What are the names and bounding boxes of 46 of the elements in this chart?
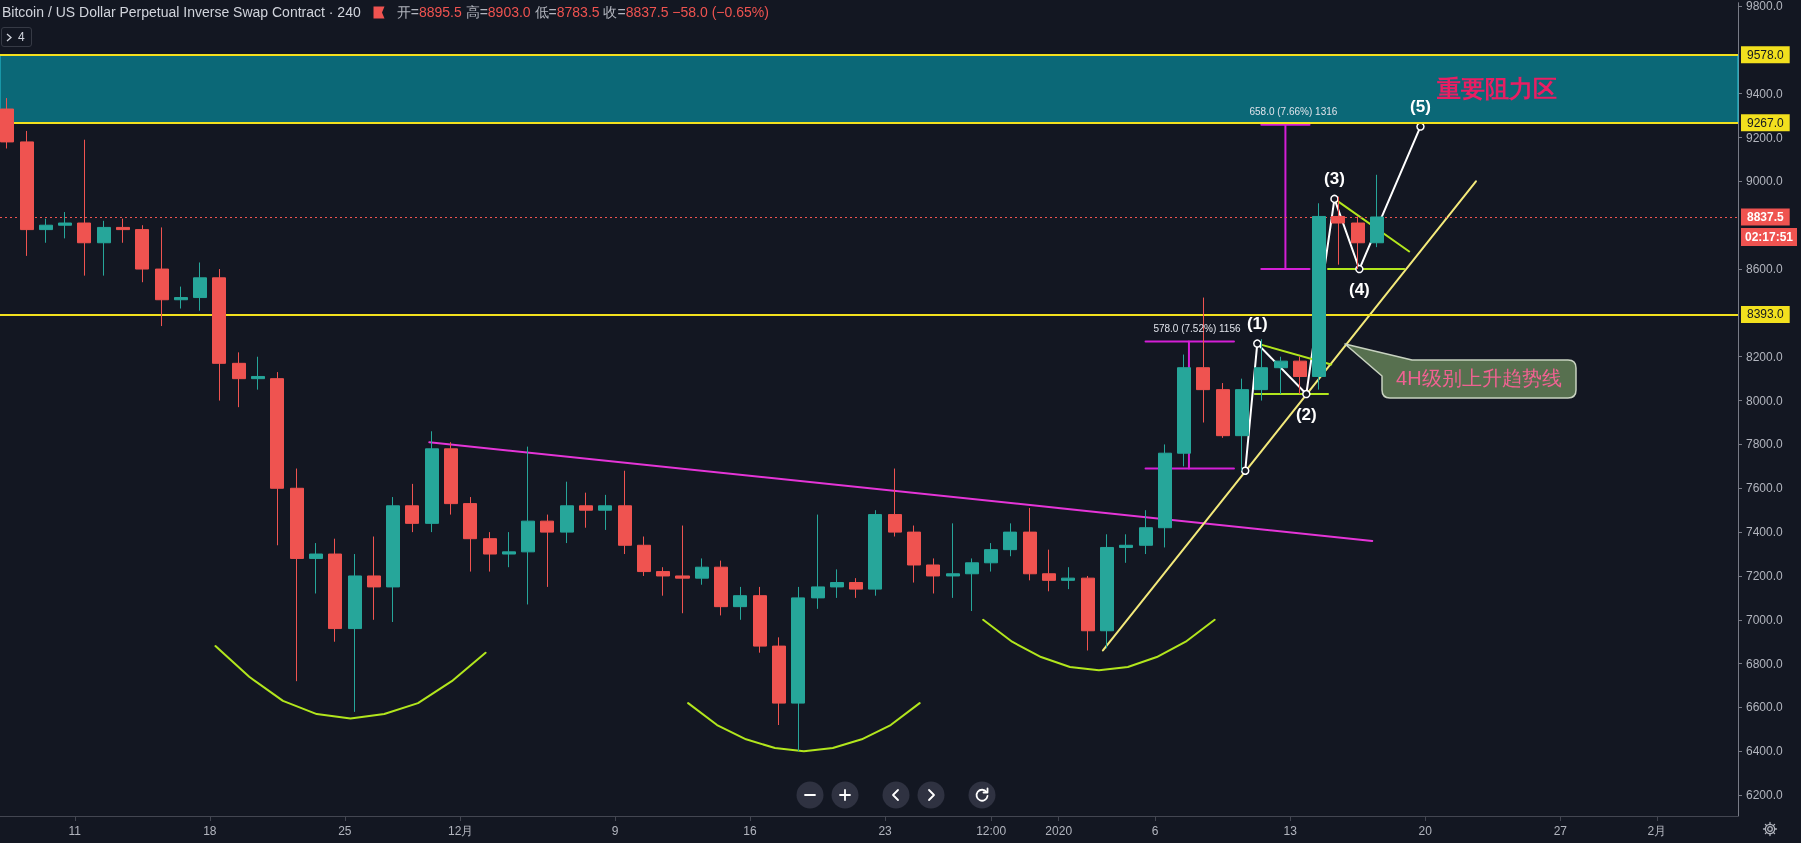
chart-title: Bitcoin / US Dollar Perpetual Inverse Swap Contract · 240: [2, 4, 361, 20]
x-tick-label: 12:00: [976, 824, 1007, 838]
x-tick-label: 23: [878, 824, 893, 838]
y-tick-label: 6600.0: [1746, 700, 1784, 715]
ref-line-label: 8393.0: [1747, 307, 1785, 322]
y-tick-label: 7600.0: [1746, 481, 1784, 496]
annotation: (2): [1295, 404, 1317, 424]
annotation: 658.0 (7.66%) 1316: [1249, 106, 1338, 118]
annotation: 4: [18, 30, 25, 44]
annotation: 4H级别上升趋势线: [1395, 366, 1563, 392]
annotation: (5): [1410, 97, 1431, 117]
y-tick-label: 9000.0: [1746, 174, 1784, 189]
y-tick-label: 7400.0: [1746, 525, 1784, 540]
x-tick-label: 20: [1418, 824, 1433, 838]
y-tick-label: 9800.0: [1746, 0, 1784, 13]
x-tick-label: 6: [1151, 824, 1159, 838]
chart-subtitle: 开=8895.5 高=8903.0 低=8783.5 收=8837.5 −58.0 (−0.65%): [396, 4, 769, 20]
y-tick-label: 6800.0: [1746, 656, 1784, 671]
x-tick-label: 13: [1283, 824, 1298, 838]
x-tick-label: 12月: [447, 824, 474, 838]
y-tick-label: 8200.0: [1746, 349, 1784, 364]
x-tick-label: 18: [203, 824, 217, 838]
annotation: (3): [1324, 169, 1345, 189]
ref-line-label: 9267.0: [1747, 115, 1785, 130]
y-tick-label: 8600.0: [1746, 262, 1784, 277]
ref-line-label: 8837.5: [1747, 209, 1785, 224]
x-tick-label: 25: [338, 824, 352, 838]
annotation: (4): [1348, 279, 1370, 299]
y-tick-label: 9200.0: [1746, 130, 1784, 145]
y-tick-label: 8000.0: [1746, 393, 1784, 408]
x-tick-label: 2020: [1045, 824, 1073, 838]
y-tick-label: 6200.0: [1746, 788, 1784, 803]
x-tick-label: 16: [743, 824, 758, 838]
y-tick-label: 9400.0: [1746, 86, 1784, 101]
x-tick-label: 9: [611, 824, 619, 838]
y-tick-label: 7800.0: [1746, 437, 1784, 452]
ref-line-label: 9578.0: [1747, 47, 1785, 62]
band-label: 重要阻力区: [1435, 75, 1557, 103]
y-tick-label: 7200.0: [1746, 568, 1784, 583]
annotation: (1): [1246, 314, 1268, 334]
text: 02:17:51: [1744, 230, 1794, 245]
x-tick-label: 11: [68, 824, 82, 838]
y-tick-label: 6400.0: [1746, 744, 1784, 759]
x-tick-label: 2月: [1647, 824, 1667, 838]
y-tick-label: 7000.0: [1746, 612, 1784, 627]
x-tick-label: 27: [1553, 824, 1568, 838]
